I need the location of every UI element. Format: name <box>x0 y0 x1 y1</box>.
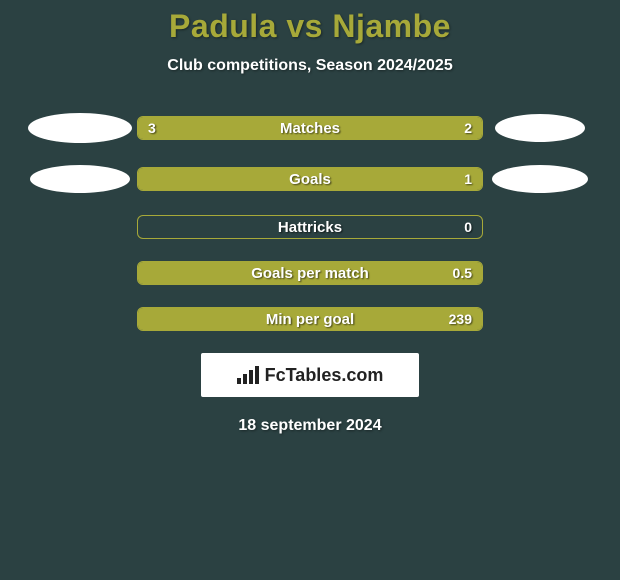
bar-fill-left <box>138 117 344 139</box>
right-badge-slot <box>483 165 597 193</box>
bar-fill-right <box>138 168 482 190</box>
comparison-row: Goals1 <box>0 165 620 193</box>
team-badge-left <box>30 165 130 193</box>
bar-fill-right <box>138 262 482 284</box>
stat-value-right: 0.5 <box>453 262 472 284</box>
stat-bar: Min per goal239 <box>137 307 483 331</box>
brand-badge: FcTables.com <box>201 353 419 397</box>
stat-bar: Goals1 <box>137 167 483 191</box>
stat-value-right: 2 <box>464 117 472 139</box>
stat-value-right: 0 <box>464 216 472 238</box>
comparison-row: Goals per match0.5 <box>0 261 620 285</box>
comparison-row: 3Matches2 <box>0 113 620 143</box>
right-badge-slot <box>483 114 597 142</box>
page-subtitle: Club competitions, Season 2024/2025 <box>0 57 620 75</box>
stat-bar: Goals per match0.5 <box>137 261 483 285</box>
bar-fill-right <box>138 308 482 330</box>
page-title: Padula vs Njambe <box>0 8 620 45</box>
comparison-infographic: Padula vs Njambe Club competitions, Seas… <box>0 0 620 435</box>
team-badge-right <box>495 114 585 142</box>
stat-label: Hattricks <box>138 216 482 238</box>
stat-value-right: 239 <box>449 308 472 330</box>
left-badge-slot <box>23 113 137 143</box>
stat-bar: Hattricks0 <box>137 215 483 239</box>
brand-text: FcTables.com <box>265 365 384 386</box>
team-badge-right <box>492 165 588 193</box>
stat-value-left: 3 <box>148 117 156 139</box>
bar-fill-right <box>344 117 482 139</box>
left-badge-slot <box>23 165 137 193</box>
comparison-rows: 3Matches2 Goals1 Hattricks0 Goals per match… <box>0 113 620 331</box>
footer-date: 18 september 2024 <box>0 417 620 435</box>
bar-chart-icon <box>237 366 259 384</box>
stat-value-right: 1 <box>464 168 472 190</box>
stat-bar: 3Matches2 <box>137 116 483 140</box>
comparison-row: Min per goal239 <box>0 307 620 331</box>
comparison-row: Hattricks0 <box>0 215 620 239</box>
team-badge-left <box>28 113 132 143</box>
